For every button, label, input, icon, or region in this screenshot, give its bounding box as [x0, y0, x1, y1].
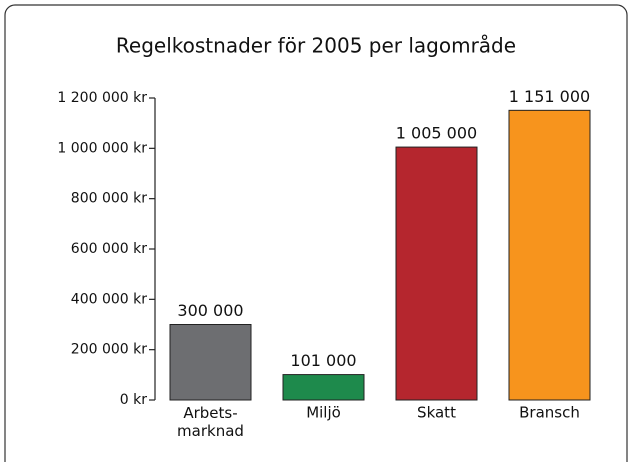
bar [282, 374, 365, 401]
y-tick-label: 800 000 kr [71, 191, 147, 207]
x-tick-label: Bransch [519, 404, 580, 422]
y-tick-label: 200 000 kr [71, 342, 147, 358]
value-label: 1 151 000 [509, 87, 590, 106]
y-tick-label: 400 000 kr [71, 291, 147, 307]
value-label: 1 005 000 [396, 124, 477, 143]
chart-title: Regelkostnader för 2005 per lagområde [116, 34, 516, 58]
value-label: 300 000 [177, 301, 243, 320]
y-tick-label: 1 200 000 kr [57, 90, 147, 106]
value-label: 101 000 [290, 351, 356, 370]
bar [395, 146, 478, 401]
y-tick-label: 600 000 kr [71, 241, 147, 257]
x-tick-label: Arbets-marknad [177, 404, 244, 440]
bar [169, 324, 252, 401]
y-tick-label: 1 000 000 kr [57, 140, 147, 156]
x-tick-label: Skatt [417, 404, 456, 422]
x-tick-label: Miljö [306, 404, 341, 422]
bar [508, 109, 591, 401]
y-tick-label: 0 kr [120, 392, 147, 408]
